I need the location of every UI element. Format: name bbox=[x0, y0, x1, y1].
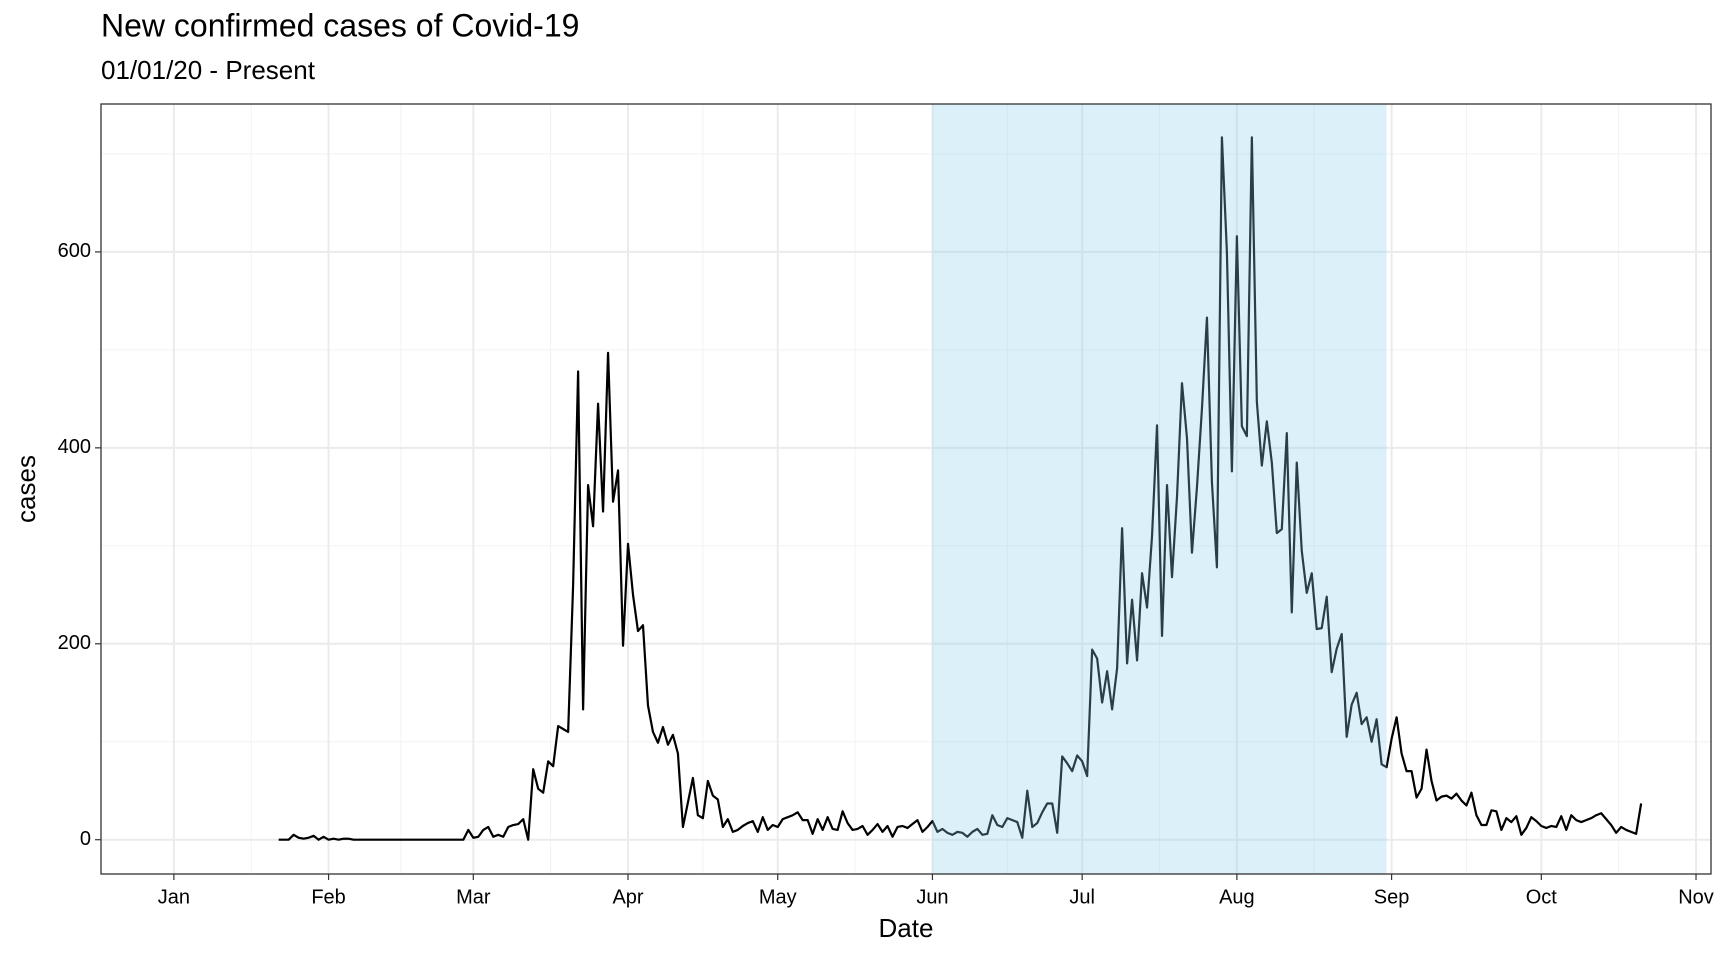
data-line bbox=[278, 136, 1643, 841]
x-tick-label: Aug bbox=[1219, 886, 1255, 908]
x-tick-label: Apr bbox=[612, 886, 643, 908]
highlight-region bbox=[932, 104, 1387, 874]
x-axis-title: Date bbox=[879, 913, 934, 943]
y-tick-label: 200 bbox=[58, 632, 91, 654]
x-tick-label: May bbox=[759, 886, 797, 908]
x-tick-label: Jan bbox=[158, 886, 190, 908]
x-tick-label: Mar bbox=[456, 886, 491, 908]
x-tick-label: Jul bbox=[1069, 886, 1095, 908]
chart-title: New confirmed cases of Covid-19 bbox=[101, 7, 579, 43]
x-tick-label: Feb bbox=[311, 886, 345, 908]
chart-subtitle: 01/01/20 - Present bbox=[101, 55, 316, 85]
x-tick-label: Oct bbox=[1526, 886, 1558, 908]
panel-border bbox=[100, 103, 1712, 875]
y-tick-label: 0 bbox=[80, 828, 91, 850]
y-tick-label: 400 bbox=[58, 436, 91, 458]
x-tick-label: Jun bbox=[916, 886, 948, 908]
y-tick-label: 600 bbox=[58, 240, 91, 262]
y-axis-title: cases bbox=[11, 455, 41, 523]
x-tick-label: Nov bbox=[1678, 886, 1714, 908]
x-tick-label: Sep bbox=[1374, 886, 1410, 908]
